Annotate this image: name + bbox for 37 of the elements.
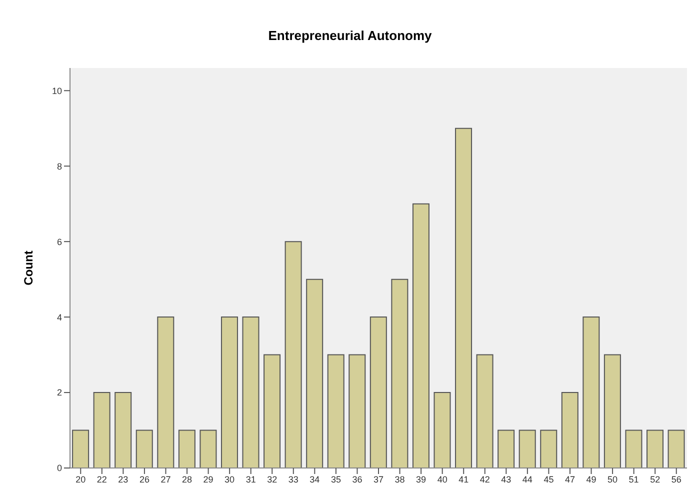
y-tick-label: 4 bbox=[56, 312, 62, 322]
x-tick-label: 34 bbox=[310, 474, 320, 484]
x-tick-label: 37 bbox=[373, 474, 384, 484]
x-tick-label: 20 bbox=[76, 474, 86, 484]
x-tick-label: 36 bbox=[352, 474, 362, 484]
x-tick-label: 50 bbox=[608, 474, 618, 484]
x-tick-label: 38 bbox=[394, 474, 405, 484]
x-tick-label: 45 bbox=[544, 474, 554, 484]
x-tick-label: 52 bbox=[650, 474, 660, 484]
x-tick-label: 35 bbox=[330, 474, 341, 484]
x-tick-label: 42 bbox=[480, 474, 490, 484]
x-tick-label: 39 bbox=[416, 474, 426, 484]
x-tick-label: 30 bbox=[224, 474, 235, 484]
x-tick-label: 31 bbox=[246, 474, 256, 484]
chart-title: Entrepreneurial Autonomy bbox=[267, 27, 433, 45]
x-tick-label: 41 bbox=[458, 474, 469, 484]
y-tick-label: 0 bbox=[56, 463, 62, 474]
x-tick-label: 43 bbox=[501, 474, 512, 484]
y-axis-title: Count bbox=[21, 250, 36, 286]
x-tick-label: 26 bbox=[139, 474, 150, 484]
x-tick-label: 29 bbox=[203, 474, 214, 484]
y-tick-label: 10 bbox=[52, 86, 62, 96]
x-tick-label: 49 bbox=[586, 474, 596, 484]
x-tick-label: 33 bbox=[288, 474, 298, 484]
x-tick-label: 44 bbox=[522, 474, 532, 484]
x-tick-label: 51 bbox=[628, 474, 639, 484]
x-tick-label: 27 bbox=[160, 474, 171, 484]
y-tick-label: 8 bbox=[56, 161, 62, 172]
x-tick-label: 22 bbox=[96, 474, 107, 484]
x-tick-label: 56 bbox=[671, 474, 682, 484]
y-tick-label: 2 bbox=[56, 388, 62, 398]
y-tick-label: 6 bbox=[56, 236, 62, 247]
x-tick-label: 32 bbox=[267, 474, 278, 484]
x-tick-label: 23 bbox=[118, 474, 128, 484]
x-tick-label: 47 bbox=[564, 474, 575, 484]
x-tick-label: 40 bbox=[437, 474, 448, 484]
x-tick-label: 28 bbox=[182, 474, 192, 484]
